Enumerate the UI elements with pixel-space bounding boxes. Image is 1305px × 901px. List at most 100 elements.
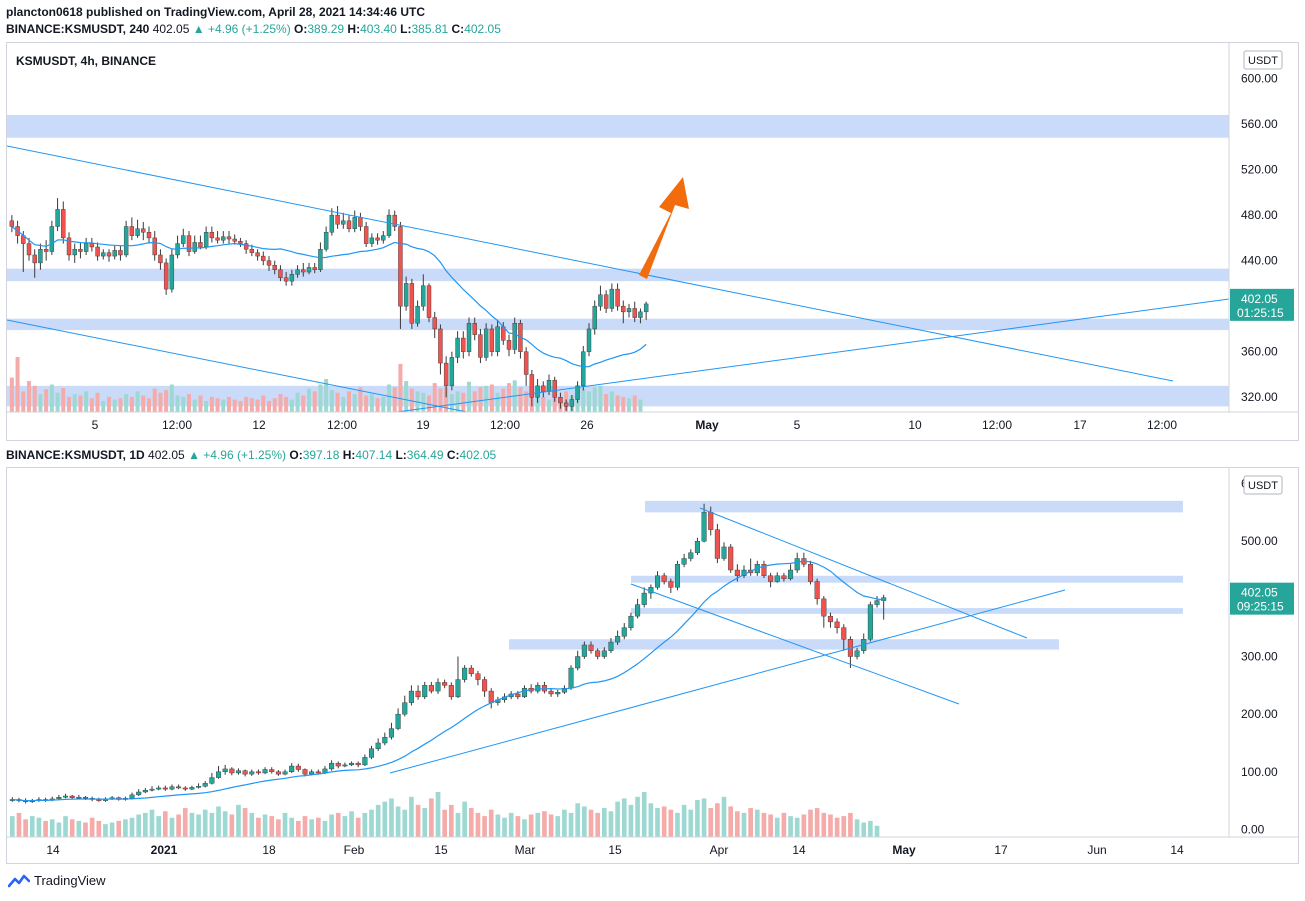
volume-bar xyxy=(632,395,637,412)
volume-bar xyxy=(615,801,620,837)
chart1-high: 403.40 xyxy=(360,22,397,36)
volume-bar xyxy=(67,396,71,412)
volume-bar xyxy=(442,809,448,837)
volume-bar xyxy=(296,820,301,837)
candle-body xyxy=(495,326,500,352)
candle-body xyxy=(609,288,615,309)
volume-bar xyxy=(15,357,20,412)
chart2-info-line: BINANCE:KSMUSDT, 1D 402.05 ▲ +4.96 (+1.2… xyxy=(6,448,496,462)
volume-bar xyxy=(72,394,77,412)
candle-body xyxy=(478,334,483,358)
candle-body xyxy=(628,615,634,628)
volume-bar xyxy=(409,796,414,837)
volume-bar xyxy=(555,816,561,837)
chart1-close: 402.05 xyxy=(464,22,501,36)
volume-bar xyxy=(438,388,443,412)
volume-bar xyxy=(449,394,454,412)
candle-body xyxy=(603,294,609,309)
volume-bar xyxy=(118,398,123,412)
last-price-value: 402.05 xyxy=(1241,586,1278,600)
volume-bar xyxy=(601,808,607,837)
volume-bar xyxy=(249,812,255,837)
candle-countdown: 09:25:15 xyxy=(1237,600,1284,614)
volume-bar xyxy=(515,816,521,837)
volume-bar xyxy=(143,812,148,837)
volume-bar xyxy=(754,809,760,837)
volume-bar xyxy=(774,817,780,837)
candle-body xyxy=(641,592,647,605)
candle-body xyxy=(592,305,597,330)
candle-body xyxy=(881,597,887,601)
volume-bar xyxy=(415,804,421,837)
volume-bar xyxy=(808,809,813,837)
candle-body xyxy=(243,243,249,250)
volume-bar xyxy=(43,820,48,837)
support-resistance-zone xyxy=(7,268,1229,282)
candle-body xyxy=(158,254,163,264)
volume-bar xyxy=(282,812,288,837)
volume-bar xyxy=(484,385,489,412)
candle-countdown: 01:25:15 xyxy=(1237,306,1284,320)
candle-body xyxy=(302,769,308,775)
volume-bar xyxy=(542,811,547,837)
candle-body xyxy=(349,762,355,766)
chart1-c-label: C: xyxy=(451,22,465,36)
volume-bar xyxy=(349,811,354,837)
candle-body xyxy=(529,374,535,398)
candle-body xyxy=(688,552,694,559)
chart1-symbol: BINANCE:KSMUSDT, 240 xyxy=(6,22,150,36)
candle-body xyxy=(827,615,833,623)
volume-bar xyxy=(581,388,586,412)
time-tick-label: 14 xyxy=(792,843,806,857)
candle-body xyxy=(581,644,587,657)
candle-body xyxy=(242,770,248,775)
candle-body xyxy=(461,337,466,352)
chart1-price: 402.05 xyxy=(152,22,190,36)
volume-bar xyxy=(232,399,237,412)
candle-body xyxy=(558,397,563,404)
candle-body xyxy=(794,558,800,571)
candle-body xyxy=(112,250,117,257)
candle-body xyxy=(229,768,235,774)
volume-bar xyxy=(507,383,511,412)
volume-bar xyxy=(227,396,231,412)
candle-body xyxy=(548,690,554,695)
candle-body xyxy=(422,685,428,698)
volume-bar xyxy=(575,803,581,837)
candle-body xyxy=(209,231,215,239)
candle-body xyxy=(346,220,352,229)
chart1-info-line: BINANCE:KSMUSDT, 240 402.05 ▲ +4.96 (+1.… xyxy=(6,22,501,36)
time-tick-label: 10 xyxy=(908,418,922,432)
volume-bar xyxy=(478,387,483,412)
candle-body xyxy=(55,209,60,227)
candle-body xyxy=(523,351,529,375)
candle-body xyxy=(38,249,43,264)
candle-body xyxy=(266,260,272,266)
time-tick-label: Mar xyxy=(515,843,536,857)
volume-bar xyxy=(129,396,134,412)
volume-bar xyxy=(141,395,146,412)
candle-body xyxy=(323,231,329,250)
footer[interactable]: TradingView xyxy=(8,873,106,888)
footer-brand[interactable]: TradingView xyxy=(34,873,106,888)
volume-bar xyxy=(535,812,541,837)
volume-bar xyxy=(402,809,408,837)
volume-bar xyxy=(278,394,283,412)
volume-bar xyxy=(272,398,277,412)
volume-bar xyxy=(216,806,221,837)
volume-bar xyxy=(598,385,603,412)
volume-bar xyxy=(107,396,111,412)
volume-bar xyxy=(38,394,43,412)
volume-bar xyxy=(21,391,26,412)
chart1-svg[interactable]: 320.00360.00400.00440.00480.00520.00560.… xyxy=(7,43,1298,440)
chart2-panel[interactable]: 0.00100.00200.00300.00400.00500.00600.00… xyxy=(6,467,1299,864)
volume-bar xyxy=(814,808,820,837)
volume-bar xyxy=(269,816,275,837)
chart1-panel[interactable]: 320.00360.00400.00440.00480.00520.00560.… xyxy=(6,42,1299,441)
volume-bar xyxy=(648,803,654,837)
chart2-svg[interactable]: 0.00100.00200.00300.00400.00500.00600.00… xyxy=(7,468,1298,863)
last-price-box xyxy=(1230,582,1294,615)
currency-badge-box xyxy=(1243,475,1283,495)
time-tick-label: 5 xyxy=(92,418,99,432)
volume-bar xyxy=(347,391,351,412)
